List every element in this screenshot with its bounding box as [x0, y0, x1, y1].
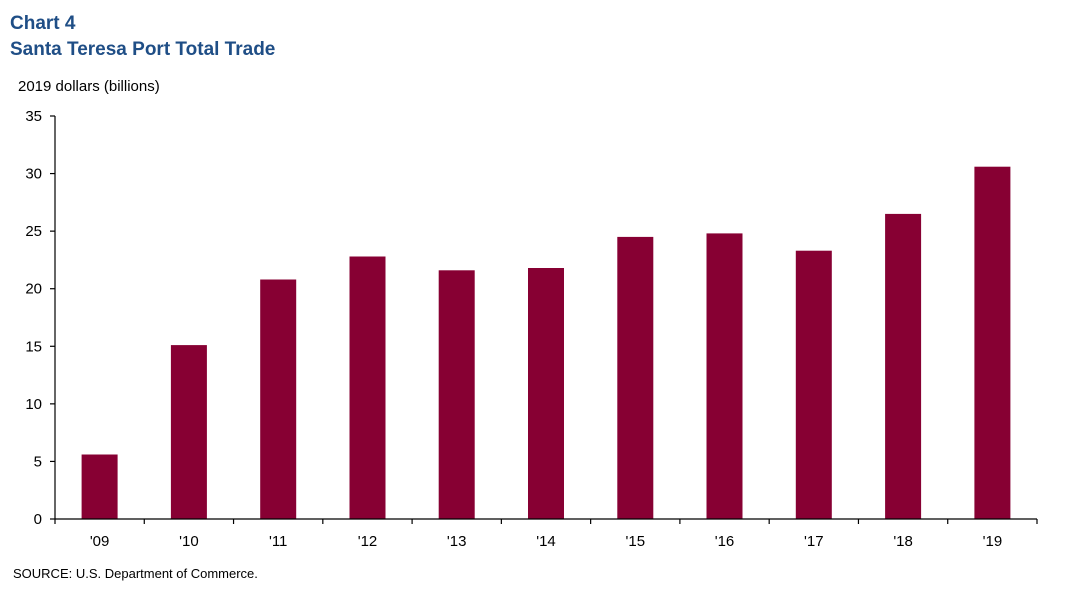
x-tick-label: '13 [447, 533, 467, 550]
bar-14 [528, 268, 564, 519]
y-tick-label: 5 [34, 453, 42, 470]
y-tick-label: 35 [25, 108, 42, 125]
axes: '09 '10 '11 '12 '13 '14 '15 '16 '17 '18 '19 0 5 10 15 2… [25, 108, 1038, 550]
y-tick-label: 30 [25, 166, 42, 183]
y-tick-label: 10 [25, 396, 42, 413]
chart-title: Santa Teresa Port Total Trade [10, 39, 276, 60]
bar-16 [706, 233, 743, 519]
x-tick-label: '12 [358, 533, 378, 550]
bar-18 [885, 213, 922, 519]
y-tick-label: 25 [25, 223, 42, 240]
chart-number: Chart 4 [10, 13, 76, 34]
bars [81, 166, 1011, 519]
y-tick-label: 0 [34, 511, 42, 528]
x-tick-label: '10 [179, 533, 199, 550]
x-tick-label: '09 [90, 533, 110, 550]
y-tick-label: 20 [25, 281, 42, 298]
bar-12 [349, 256, 386, 519]
bar-11 [260, 279, 297, 519]
x-tick-label: '19 [983, 533, 1003, 550]
x-tick-label: '15 [626, 533, 646, 550]
x-tick-label: '17 [804, 533, 824, 550]
x-tick-label: '14 [536, 533, 556, 550]
x-tick-label: '11 [269, 533, 287, 550]
bar-13 [438, 270, 475, 519]
bar-17 [795, 250, 832, 519]
bar-15 [617, 236, 654, 519]
bar-09 [81, 454, 118, 519]
x-tick-label: '16 [715, 533, 735, 550]
y-tick-label: 15 [25, 338, 42, 355]
x-tick-label: '18 [893, 533, 913, 550]
y-axis-label: 2019 dollars (billions) [18, 78, 160, 95]
bar-10 [170, 345, 207, 519]
source-note: SOURCE: U.S. Department of Commerce. [13, 566, 258, 581]
bar-19 [974, 166, 1011, 519]
